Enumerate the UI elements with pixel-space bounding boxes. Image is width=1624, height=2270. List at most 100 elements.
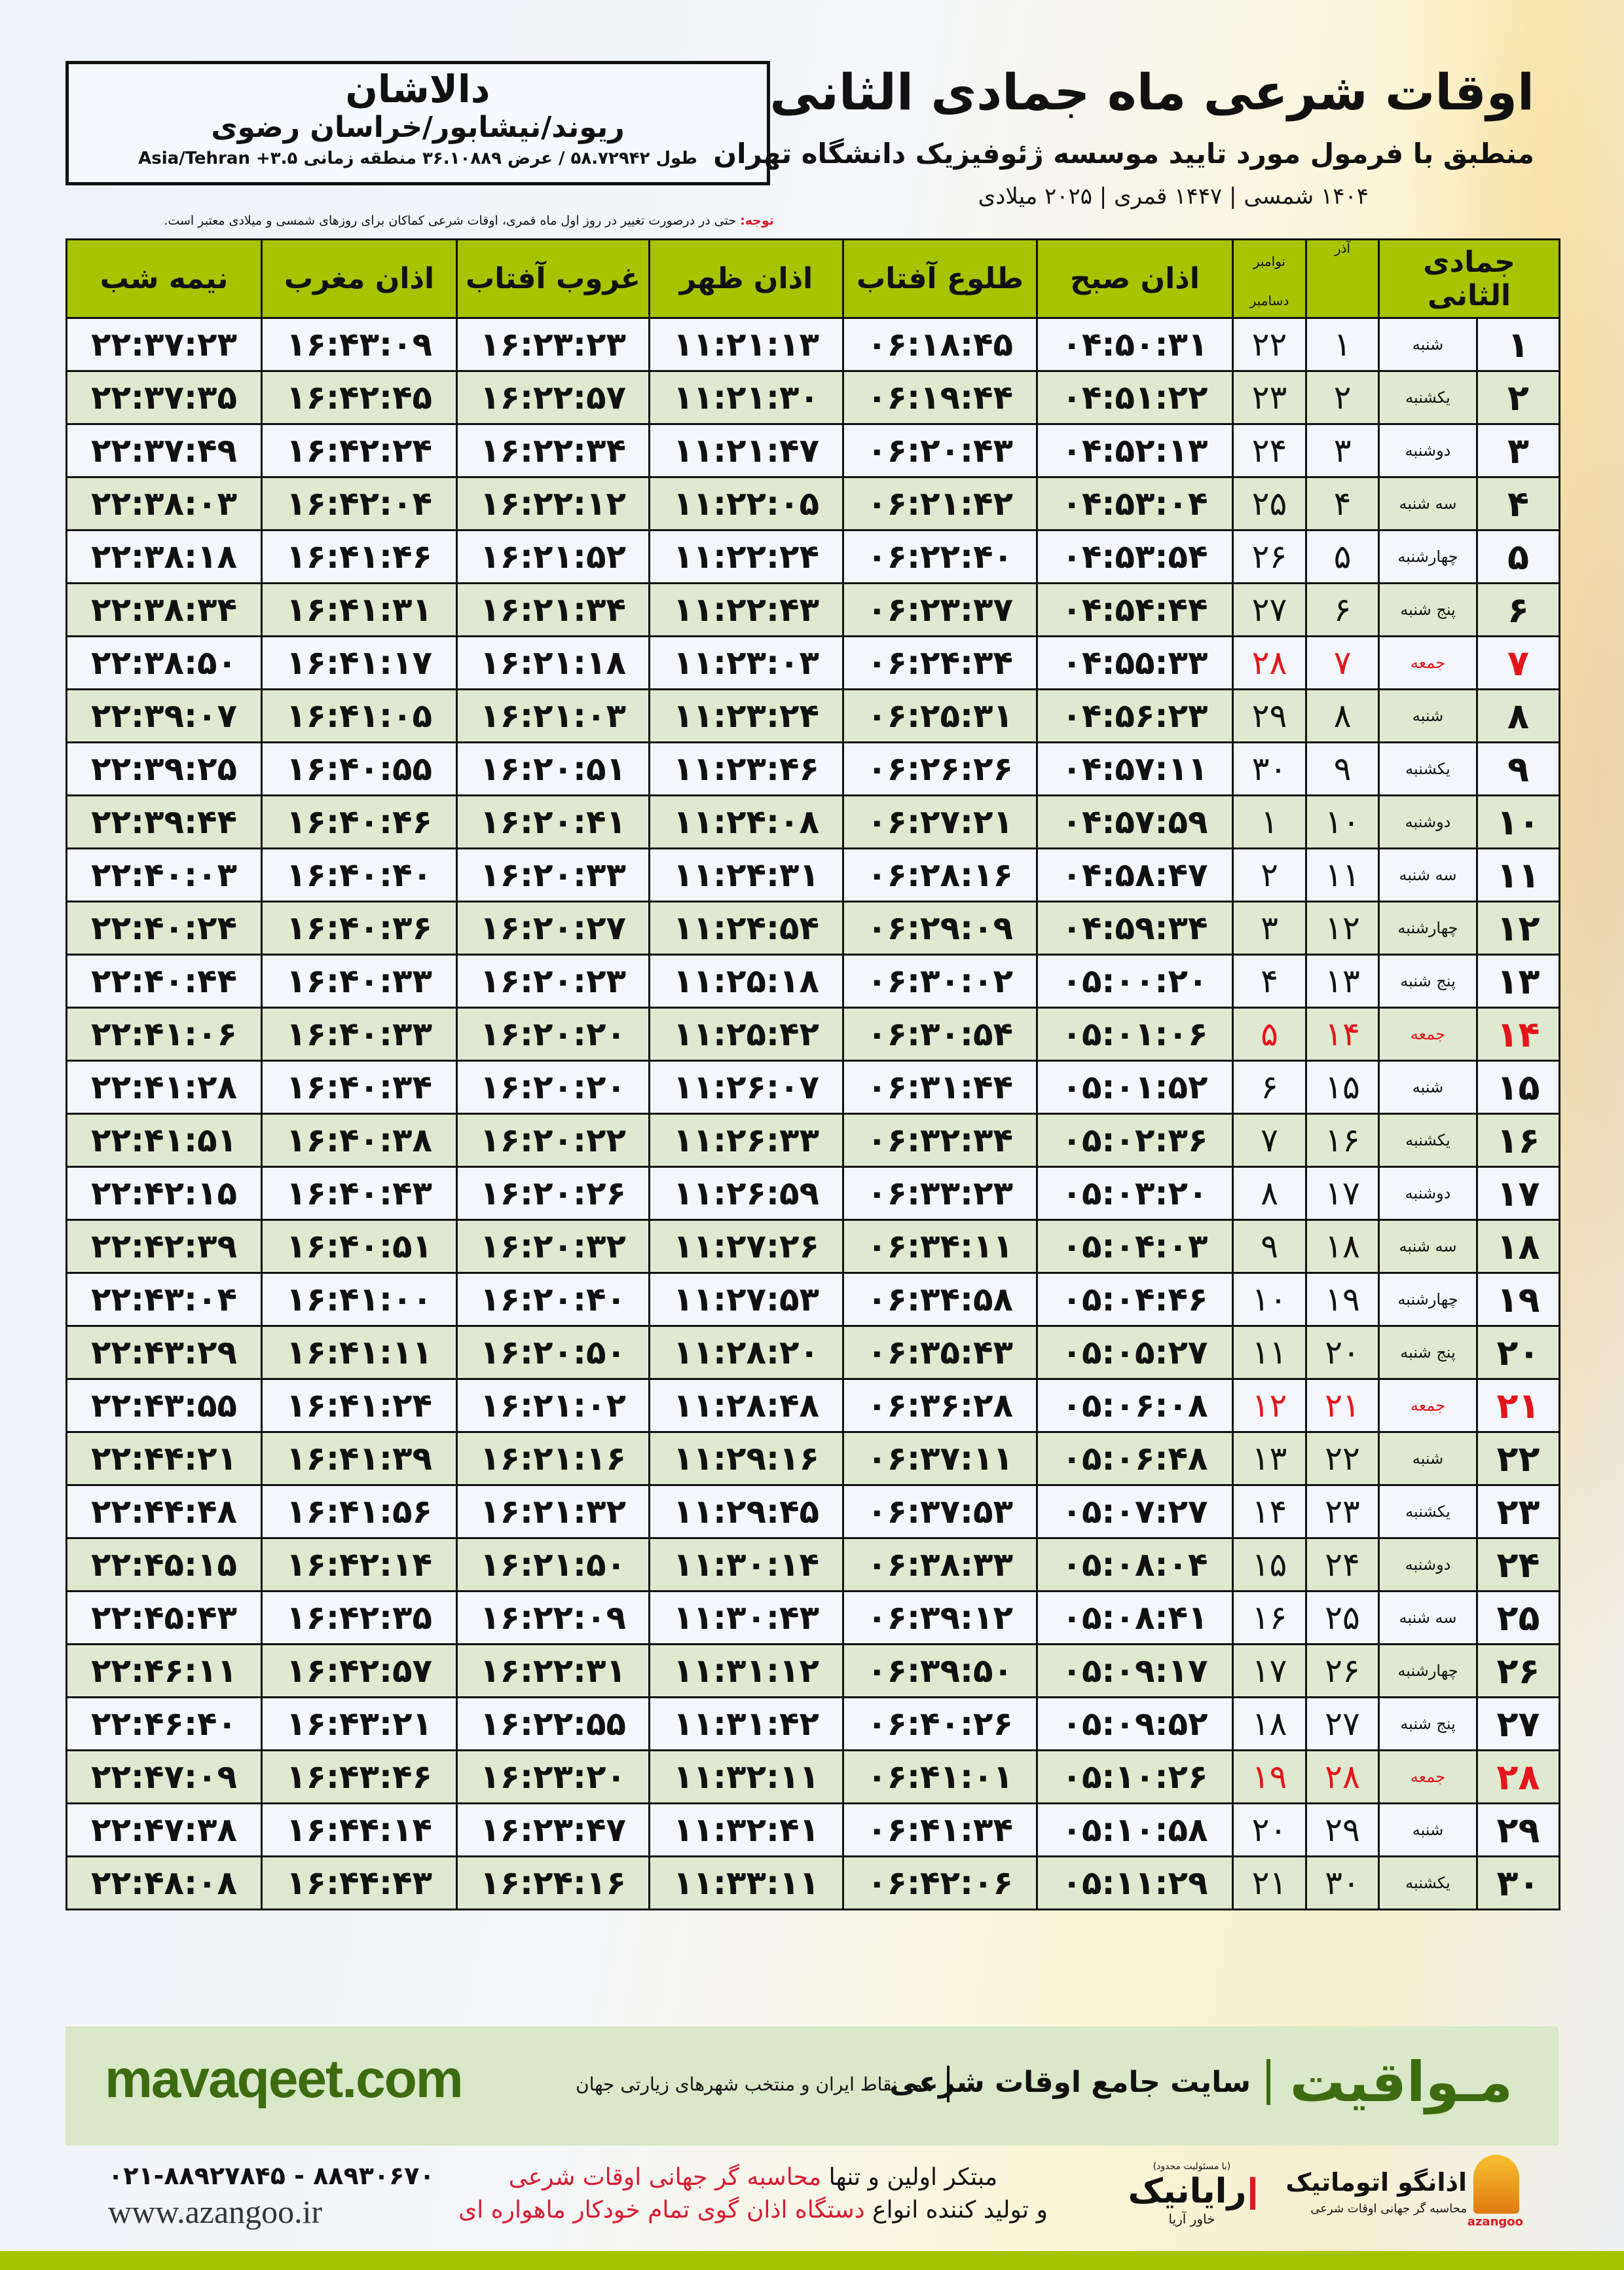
table-row: ۲۳ یکشنبه ۲۳ ۱۴ ۰۵:۰۷:۲۷ ۰۶:۳۷:۵۳ ۱۱:۲۹:۴۵ ۱۶:۲…: [65, 1484, 1561, 1539]
gregorian-day: ۲۹: [1232, 688, 1307, 743]
azar-day: ۵: [1305, 529, 1380, 584]
weekday: یکشنبه: [1377, 1113, 1479, 1168]
table-header-row: جمادی الثانی آذر نوامبر دسامبر اذان صبح ط…: [65, 238, 1561, 319]
sunrise-time: ۰۶:۱۸:۴۵: [842, 317, 1038, 372]
sunrise-time: ۰۶:۲۱:۴۲: [842, 476, 1038, 531]
azar-day: ۹: [1305, 741, 1380, 796]
header-november: نوامبر: [1253, 253, 1286, 269]
sunset-time: ۱۶:۲۲:۵۵: [456, 1696, 650, 1751]
midnight-time: ۲۲:۳۸:۵۰: [65, 635, 263, 690]
weekday: جمعه: [1377, 1749, 1479, 1804]
table-row: ۱۱ سه شنبه ۱۱ ۲ ۰۴:۵۸:۴۷ ۰۶:۲۸:۱۶ ۱۱:۲۴:۳۱ ۱۶:۲…: [65, 847, 1561, 902]
azar-day: ۱۷: [1305, 1166, 1380, 1221]
weekday: جمعه: [1377, 635, 1479, 690]
maghrib-time: ۱۶:۴۱:۳۹: [261, 1431, 458, 1486]
maghrib-time: ۱۶:۴۱:۳۱: [261, 582, 458, 637]
azar-day: ۳: [1305, 423, 1380, 478]
maghrib-time: ۱۶:۴۰:۴۳: [261, 1166, 458, 1221]
slogan: مبتکر اولین و تنها محاسبه گر جهانی اوقات…: [458, 2161, 1048, 2227]
table-row: ۳۰ یکشنبه ۳۰ ۲۱ ۰۵:۱۱:۲۹ ۰۶:۴۲:۰۶ ۱۱:۳۳:۱۱ ۱۶:۲…: [65, 1855, 1561, 1910]
midnight-time: ۲۲:۳۷:۳۵: [65, 370, 263, 425]
fajr-time: ۰۵:۰۲:۳۶: [1036, 1113, 1234, 1168]
sunset-time: ۱۶:۲۱:۳۴: [456, 582, 650, 637]
gregorian-day: ۲: [1232, 847, 1307, 902]
dhuhr-time: ۱۱:۲۴:۵۴: [648, 901, 844, 956]
fajr-time: ۰۵:۰۴:۴۶: [1036, 1272, 1234, 1327]
gregorian-day: ۲۶: [1232, 529, 1307, 584]
sunrise-time: ۰۶:۳۷:۵۳: [842, 1484, 1038, 1539]
dhuhr-time: ۱۱:۲۲:۲۴: [648, 529, 844, 584]
sunset-time: ۱۶:۲۱:۵۲: [456, 529, 650, 584]
maghrib-time: ۱۶:۴۰:۳۸: [261, 1113, 458, 1168]
fajr-time: ۰۴:۵۲:۱۳: [1036, 423, 1234, 478]
sunset-time: ۱۶:۲۲:۳۱: [456, 1643, 650, 1698]
mavaqeet-banner: مـواقیت سایت جامع اوقات شرعی همه نقاط ای…: [65, 2026, 1559, 2146]
midnight-time: ۲۲:۳۸:۱۸: [65, 529, 263, 584]
gregorian-day: ۱۳: [1232, 1431, 1307, 1486]
gregorian-day: ۲۵: [1232, 476, 1307, 531]
midnight-time: ۲۲:۳۸:۳۴: [65, 582, 263, 637]
midnight-time: ۲۲:۴۳:۰۴: [65, 1272, 263, 1327]
maghrib-time: ۱۶:۴۰:۳۴: [261, 1060, 458, 1115]
gregorian-day: ۱۱: [1232, 1325, 1307, 1380]
dhuhr-time: ۱۱:۲۵:۴۲: [648, 1007, 844, 1062]
day-number: ۱۸: [1476, 1219, 1561, 1274]
table-row: ۲۶ چهارشنبه ۲۶ ۱۷ ۰۵:۰۹:۱۷ ۰۶:۳۹:۵۰ ۱۱:۳۱:۱۲ ۱۶…: [65, 1643, 1561, 1698]
table-row: ۱۲ چهارشنبه ۱۲ ۳ ۰۴:۵۹:۳۴ ۰۶:۲۹:۰۹ ۱۱:۲۴:۵۴ ۱۶:…: [65, 901, 1561, 956]
sunrise-time: ۰۶:۲۶:۲۶: [842, 741, 1038, 796]
dhuhr-time: ۱۱:۲۱:۱۳: [648, 317, 844, 372]
midnight-time: ۲۲:۴۰:۰۳: [65, 847, 263, 902]
note-text: حتی در درصورت تغییر در روز اول ماه قمری،…: [164, 214, 741, 228]
maghrib-time: ۱۶:۴۲:۵۷: [261, 1643, 458, 1698]
azar-day: ۲۶: [1305, 1643, 1380, 1698]
midnight-time: ۲۲:۴۲:۱۵: [65, 1166, 263, 1221]
header-december: دسامبر: [1249, 292, 1289, 308]
azangoo-url[interactable]: www.azangoo.ir: [108, 2193, 323, 2230]
sunrise-time: ۰۶:۲۴:۳۴: [842, 635, 1038, 690]
azar-day: ۲: [1305, 370, 1380, 425]
dhuhr-time: ۱۱:۲۷:۲۶: [648, 1219, 844, 1274]
azar-day: ۷: [1305, 635, 1380, 690]
sunset-time: ۱۶:۲۱:۵۰: [456, 1537, 650, 1592]
gregorian-day: ۲۴: [1232, 423, 1307, 478]
dhuhr-time: ۱۱:۲۱:۴۷: [648, 423, 844, 478]
fajr-time: ۰۴:۵۳:۵۴: [1036, 529, 1234, 584]
sunrise-time: ۰۶:۲۹:۰۹: [842, 901, 1038, 956]
sunrise-time: ۰۶:۲۷:۲۱: [842, 794, 1038, 849]
sunset-time: ۱۶:۲۰:۲۷: [456, 901, 650, 956]
dhuhr-time: ۱۱:۲۶:۵۹: [648, 1166, 844, 1221]
gregorian-day: ۳۰: [1232, 741, 1307, 796]
fajr-time: ۰۵:۰۵:۲۷: [1036, 1325, 1234, 1380]
azar-day: ۲۹: [1305, 1802, 1380, 1857]
dhuhr-time: ۱۱:۳۱:۴۲: [648, 1696, 844, 1751]
azar-day: ۶: [1305, 582, 1380, 637]
azar-day: ۱۰: [1305, 794, 1380, 849]
azar-day: ۴: [1305, 476, 1380, 531]
azar-day: ۲۸: [1305, 1749, 1380, 1804]
table-row: ۲۵ سه شنبه ۲۵ ۱۶ ۰۵:۰۸:۴۱ ۰۶:۳۹:۱۲ ۱۱:۳۰:۴۳ ۱۶:…: [65, 1590, 1561, 1645]
region-name: ریوند/نیشابور/خراسان رضوی: [211, 111, 625, 144]
gregorian-day: ۲۲: [1232, 317, 1307, 372]
day-number: ۱۶: [1476, 1113, 1561, 1168]
fajr-time: ۰۵:۰۳:۲۰: [1036, 1166, 1234, 1221]
azar-day: ۳۰: [1305, 1855, 1380, 1910]
header-midnight: نیمه شب: [65, 238, 263, 319]
maghrib-time: ۱۶:۴۱:۱۷: [261, 635, 458, 690]
azangoo-latin: azangoo: [1467, 2215, 1523, 2229]
day-number: ۳: [1476, 423, 1561, 478]
sunrise-time: ۰۶:۳۰:۵۴: [842, 1007, 1038, 1062]
sunrise-time: ۰۶:۳۰:۰۲: [842, 954, 1038, 1009]
weekday: سه شنبه: [1377, 847, 1479, 902]
sunset-time: ۱۶:۲۰:۳۲: [456, 1219, 650, 1274]
day-number: ۲۳: [1476, 1484, 1561, 1539]
sunset-time: ۱۶:۲۰:۲۰: [456, 1060, 650, 1115]
dhuhr-time: ۱۱:۲۵:۱۸: [648, 954, 844, 1009]
year-line: ۱۴۰۴ شمسی | ۱۴۴۷ قمری | ۲۰۲۵ میلادی: [978, 183, 1369, 210]
coverage-text: همه نقاط ایران و منتخب شهرهای زیارتی جها…: [576, 2074, 933, 2095]
table-row: ۲۴ دوشنبه ۲۴ ۱۵ ۰۵:۰۸:۰۴ ۰۶:۳۸:۳۳ ۱۱:۳۰:۱۴ ۱۶:۲…: [65, 1537, 1561, 1592]
azar-day: ۱: [1305, 317, 1380, 372]
sunrise-time: ۰۶:۳۷:۱۱: [842, 1431, 1038, 1486]
mavaqeet-url[interactable]: mavaqeet.com: [105, 2049, 464, 2109]
fajr-time: ۰۵:۱۰:۲۶: [1036, 1749, 1234, 1804]
header-gregorian: نوامبر دسامبر: [1232, 238, 1307, 319]
